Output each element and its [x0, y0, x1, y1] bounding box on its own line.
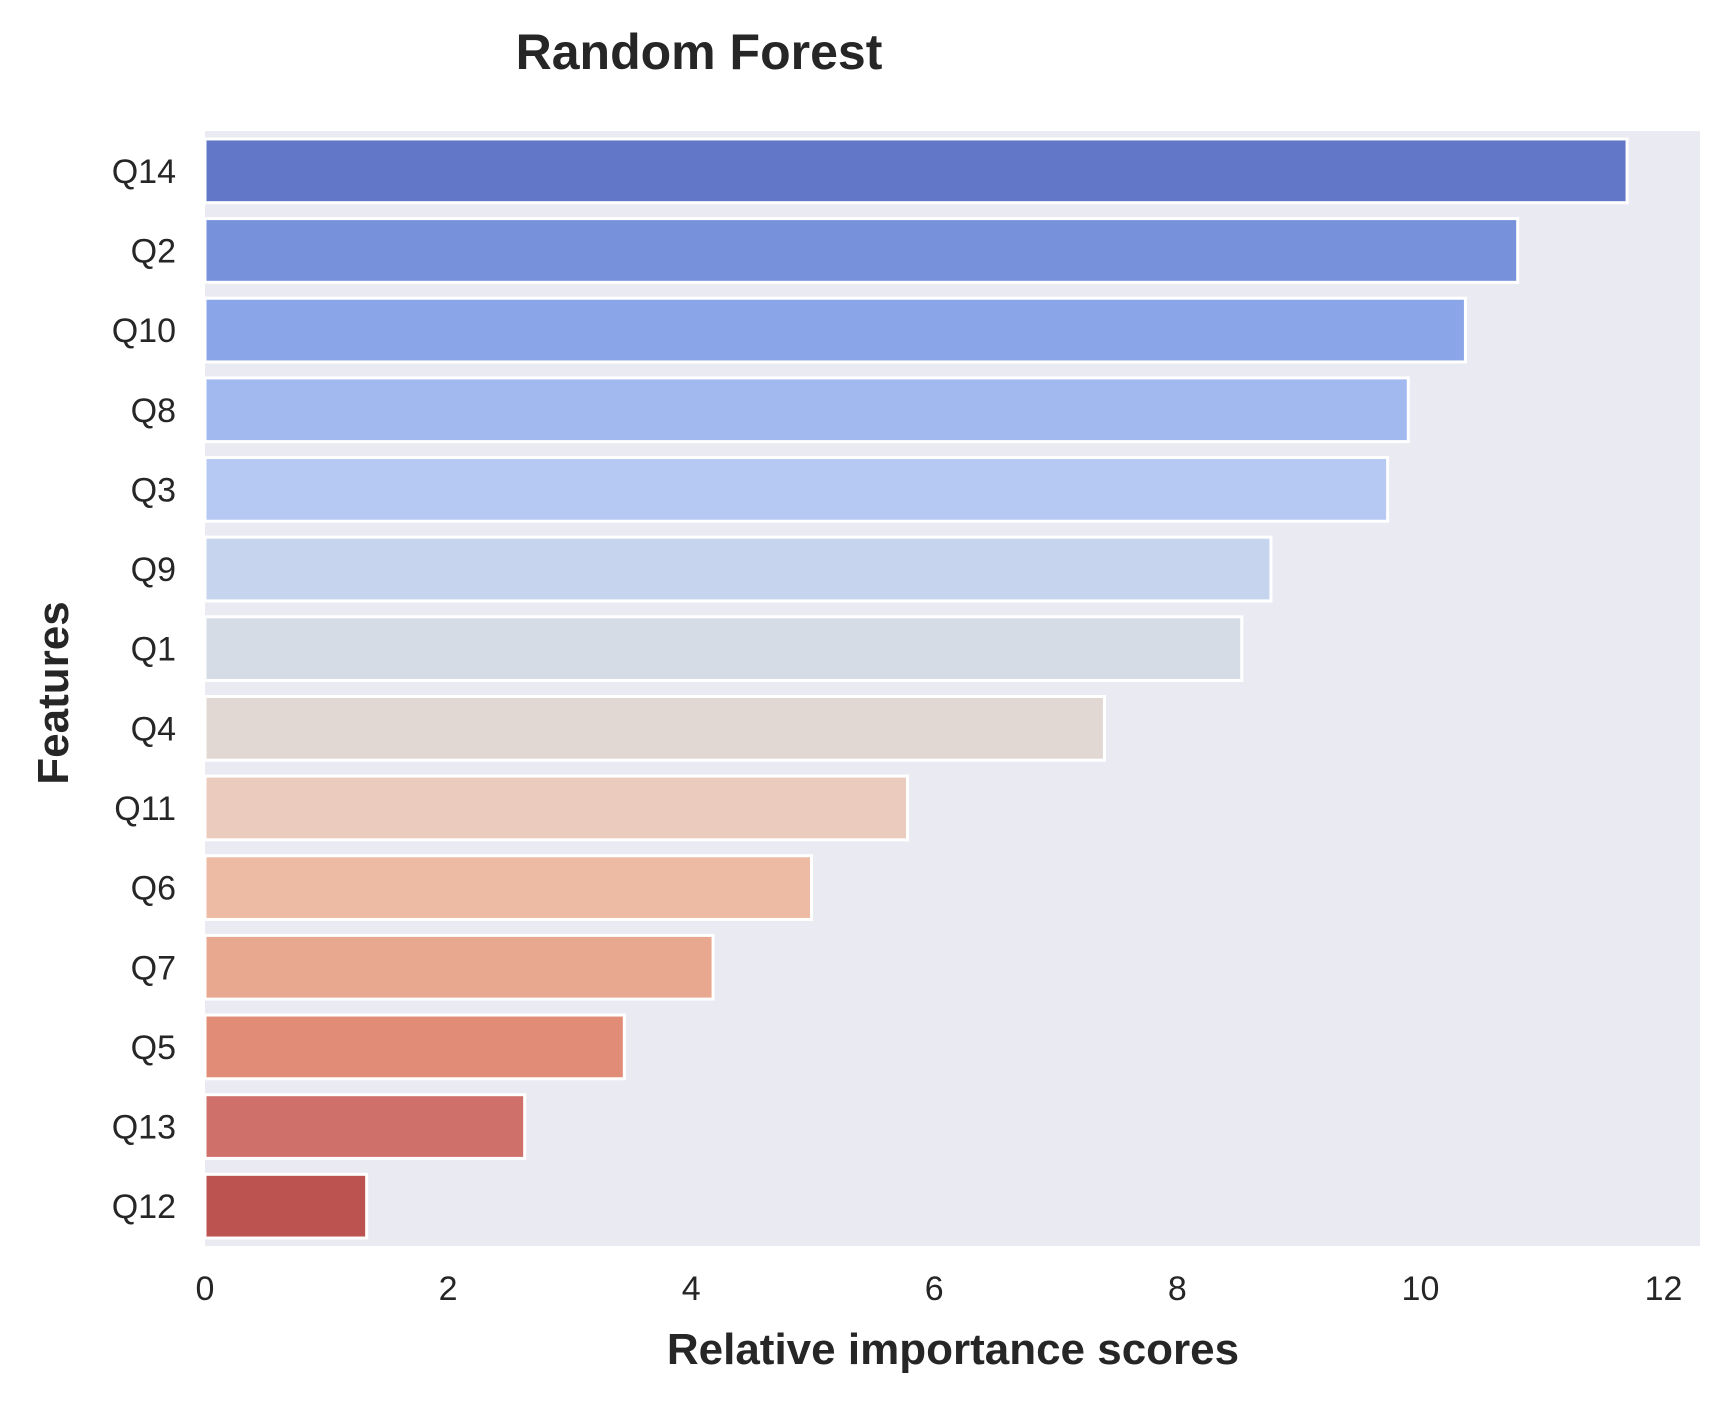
- bar-q11: [203, 774, 910, 842]
- x-tick-label-6: 6: [925, 1270, 944, 1308]
- y-tick-label-q14: Q14: [112, 153, 176, 191]
- y-tick-label-q4: Q4: [131, 710, 176, 748]
- bar-q6: [203, 854, 814, 921]
- x-tick-label-10: 10: [1402, 1270, 1440, 1308]
- bar-q3: [203, 456, 1390, 523]
- bar-q10: [203, 296, 1467, 364]
- x-tick-label-12: 12: [1645, 1270, 1683, 1308]
- bar-q12: [203, 1172, 369, 1240]
- x-axis-label: Relative importance scores: [667, 1325, 1239, 1374]
- bar-q5: [203, 1013, 626, 1081]
- y-axis-label: Features: [29, 601, 78, 784]
- chart-title: Random Forest: [516, 24, 883, 80]
- y-tick-label-q6: Q6: [131, 870, 176, 908]
- x-tick-label-2: 2: [439, 1270, 458, 1308]
- x-tick-label-4: 4: [682, 1270, 701, 1308]
- y-tick-label-q9: Q9: [131, 551, 176, 589]
- y-tick-label-q2: Q2: [131, 232, 176, 270]
- bar-q1: [203, 615, 1244, 683]
- y-tick-label-q7: Q7: [131, 949, 176, 987]
- y-tick-label-q11: Q11: [114, 790, 176, 828]
- y-tick-labels: Q14 Q2 Q10 Q8 Q3 Q9 Q1 Q4 Q11 Q6 Q7 Q5 Q13 Q12: [112, 153, 176, 1226]
- bar-q9: [203, 535, 1273, 603]
- x-tick-label-0: 0: [196, 1270, 215, 1308]
- y-tick-label-q1: Q1: [131, 631, 176, 669]
- bar-q4: [203, 694, 1106, 762]
- y-tick-label-q13: Q13: [112, 1109, 176, 1147]
- bar-q13: [203, 1093, 527, 1160]
- bar-q2: [203, 217, 1520, 284]
- y-tick-label-q3: Q3: [131, 471, 176, 509]
- bars-group: [203, 137, 1629, 1240]
- x-tick-labels: 0 2 4 6 8 10 12: [196, 1270, 1683, 1308]
- x-tick-label-8: 8: [1168, 1270, 1187, 1308]
- y-tick-label-q5: Q5: [131, 1029, 176, 1067]
- bar-q7: [203, 933, 715, 1001]
- bar-q8: [203, 376, 1410, 444]
- y-tick-label-q12: Q12: [112, 1188, 176, 1226]
- y-tick-label-q10: Q10: [112, 312, 176, 350]
- y-tick-label-q8: Q8: [131, 392, 176, 430]
- bar-q14: [203, 137, 1629, 205]
